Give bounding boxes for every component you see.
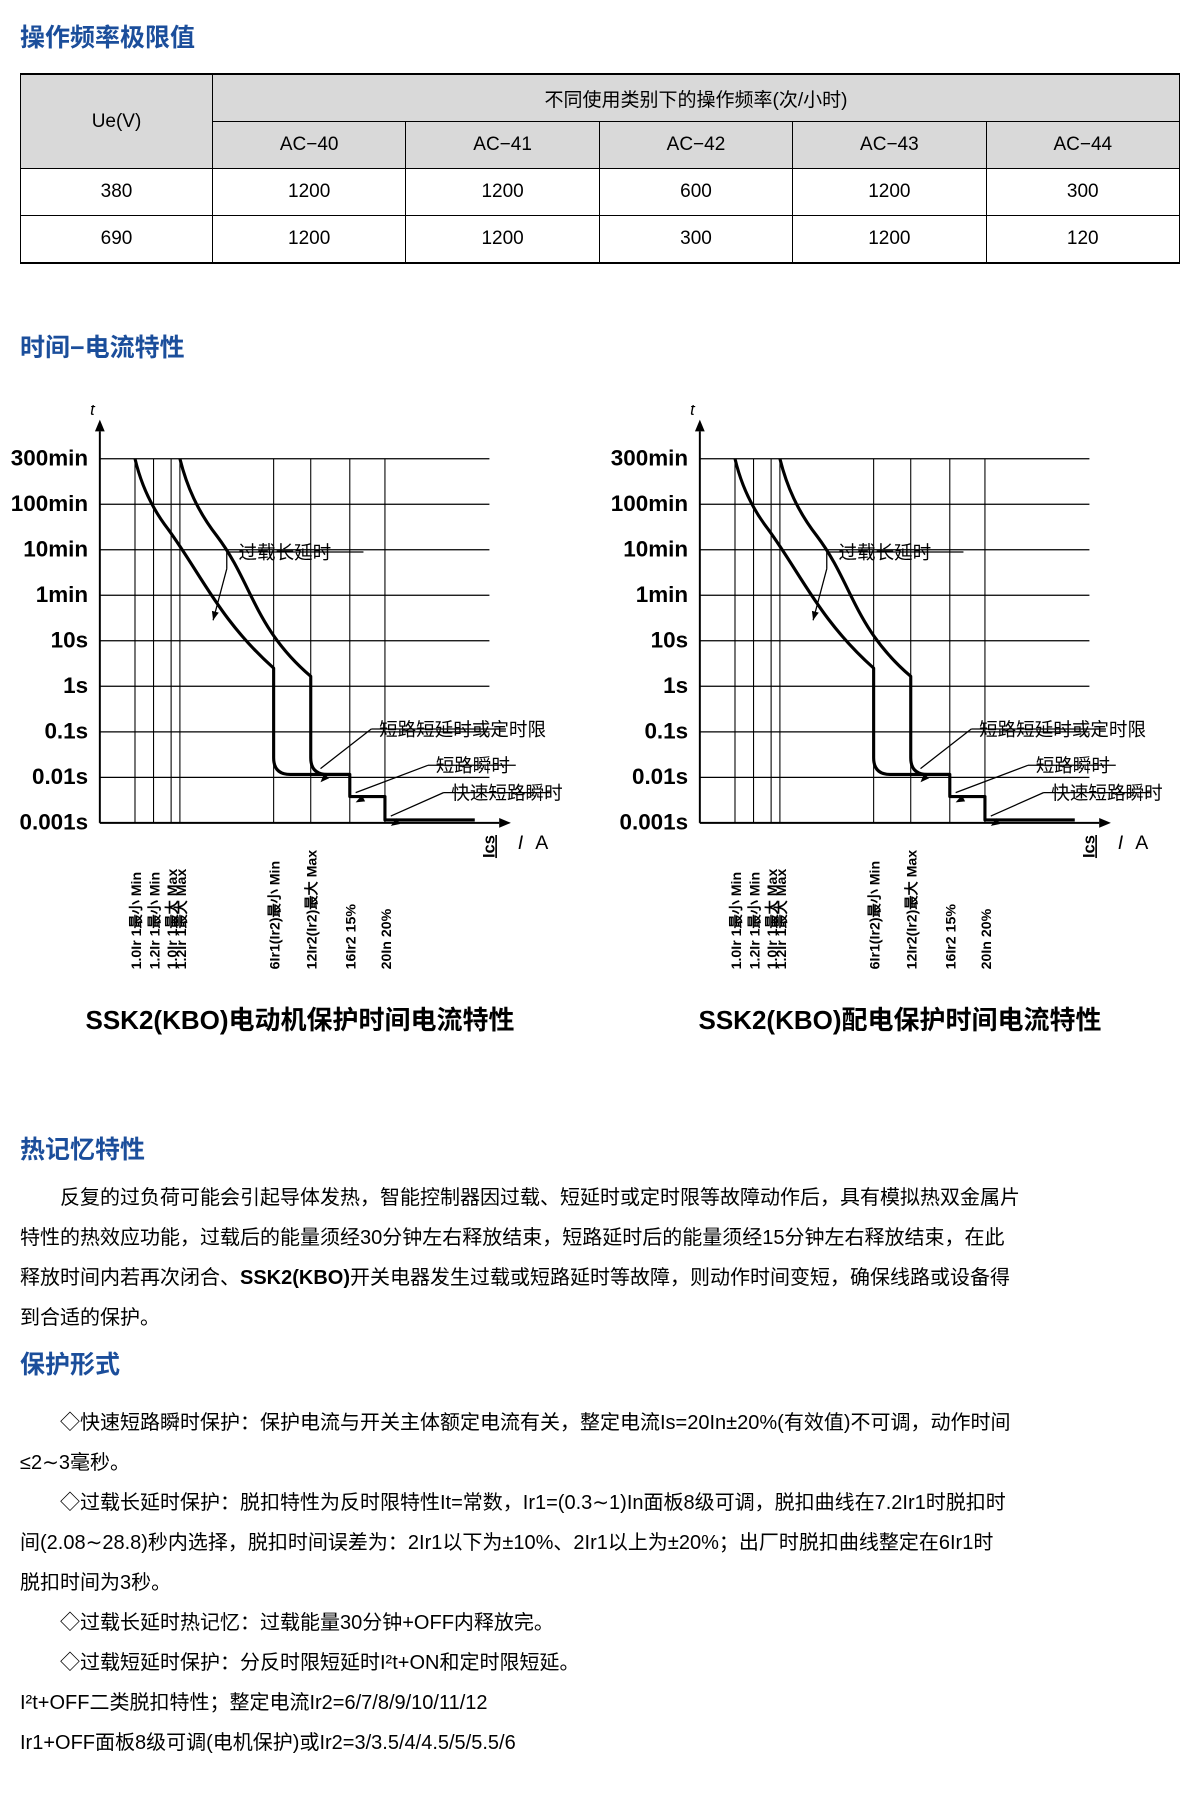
svg-text:0.01s: 0.01s [32, 764, 88, 789]
svg-text:10min: 10min [23, 537, 88, 562]
svg-text:A: A [1135, 832, 1148, 854]
svg-text:1.2Ir 1最大 Max: 1.2Ir 1最大 Max [173, 869, 189, 970]
svg-text:1s: 1s [63, 673, 88, 698]
svg-text:1.2Ir 1最大 Max: 1.2Ir 1最大 Max [773, 869, 789, 970]
svg-text:100min: 100min [11, 491, 88, 516]
svg-text:Ics: Ics [479, 835, 498, 858]
svg-text:10s: 10s [651, 628, 688, 653]
svg-text:10s: 10s [51, 628, 88, 653]
svg-text:20In 20%: 20In 20% [978, 908, 994, 969]
svg-text:快速短路瞬时: 快速短路瞬时 [1051, 782, 1162, 803]
svg-text:t: t [90, 405, 96, 419]
svg-text:300min: 300min [11, 446, 88, 471]
svg-text:t: t [690, 405, 696, 419]
svg-text:6Ir1(Ir2)最小 Min: 6Ir1(Ir2)最小 Min [866, 861, 882, 969]
svg-text:1.2Ir 1最小 Min: 1.2Ir 1最小 Min [746, 872, 762, 969]
svg-text:16Ir2 15%: 16Ir2 15% [943, 904, 959, 970]
svg-text:短路短延时或定时限: 短路短延时或定时限 [379, 719, 546, 740]
svg-text:短路瞬时: 短路瞬时 [436, 755, 510, 776]
svg-text:20In 20%: 20In 20% [378, 908, 394, 969]
svg-text:A: A [535, 832, 548, 854]
svg-text:1.0Ir 1最小 Min: 1.0Ir 1最小 Min [128, 872, 144, 969]
svg-text:300min: 300min [611, 446, 688, 471]
svg-text:10min: 10min [623, 537, 688, 562]
svg-text:12Ir2(Ir2)最大 Max: 12Ir2(Ir2)最大 Max [904, 850, 920, 970]
svg-text:0.01s: 0.01s [632, 764, 688, 789]
svg-text:1min: 1min [636, 582, 688, 607]
svg-text:过载长延时: 过载长延时 [238, 542, 331, 563]
svg-text:6Ir1(Ir2)最小 Min: 6Ir1(Ir2)最小 Min [266, 861, 282, 969]
svg-text:短路短延时或定时限: 短路短延时或定时限 [979, 719, 1146, 740]
svg-text:短路瞬时: 短路瞬时 [1036, 755, 1110, 776]
svg-text:1s: 1s [663, 673, 688, 698]
svg-text:Ics: Ics [1079, 835, 1098, 858]
svg-text:0.1s: 0.1s [644, 719, 688, 744]
svg-text:12Ir2(Ir2)最大 Max: 12Ir2(Ir2)最大 Max [304, 850, 320, 970]
svg-text:快速短路瞬时: 快速短路瞬时 [451, 782, 562, 803]
svg-text:过载长延时: 过载长延时 [838, 542, 931, 563]
svg-text:0.001s: 0.001s [619, 810, 688, 835]
svg-text:I: I [1118, 832, 1124, 854]
svg-text:16Ir2 15%: 16Ir2 15% [343, 904, 359, 970]
svg-text:0.001s: 0.001s [19, 810, 88, 835]
svg-text:1min: 1min [36, 582, 88, 607]
svg-text:0.1s: 0.1s [44, 719, 88, 744]
svg-text:100min: 100min [611, 491, 688, 516]
svg-text:I: I [518, 832, 524, 854]
svg-text:1.0Ir 1最小 Min: 1.0Ir 1最小 Min [728, 872, 744, 969]
svg-text:1.2Ir 1最小 Min: 1.2Ir 1最小 Min [146, 872, 162, 969]
